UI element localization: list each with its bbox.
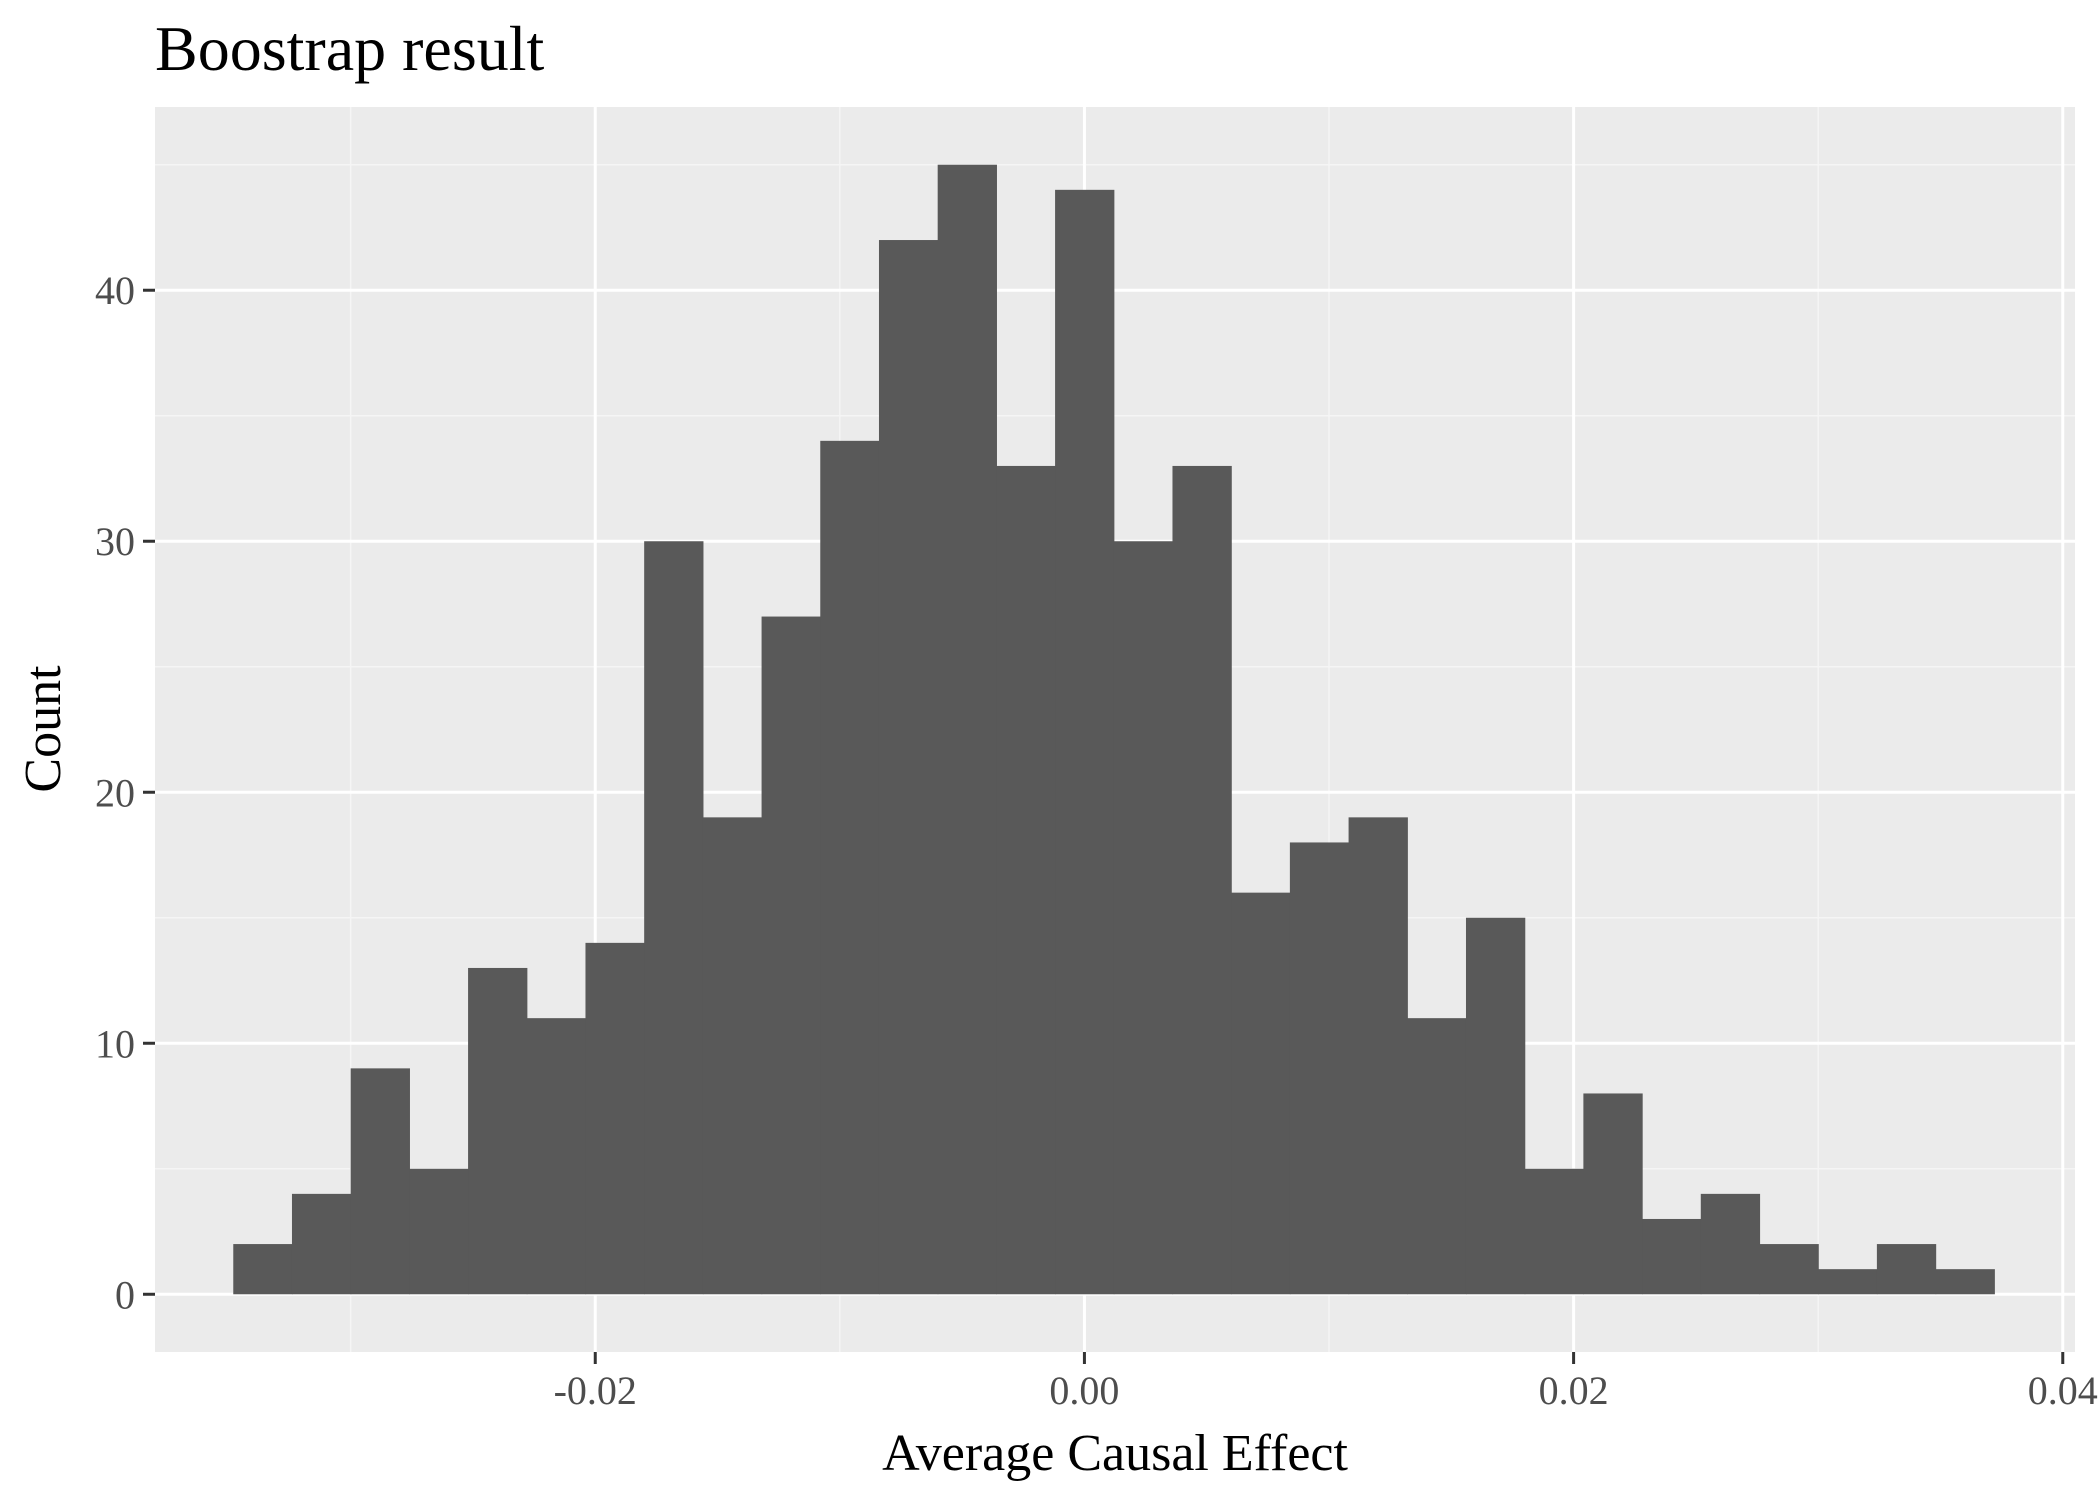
- histogram-bar: [644, 541, 704, 1295]
- histogram-bar: [1642, 1218, 1702, 1295]
- histogram-bar: [1818, 1269, 1878, 1295]
- histogram-bars: [233, 164, 1995, 1295]
- histogram-bar: [937, 164, 997, 1295]
- histogram-bar: [1289, 842, 1350, 1295]
- histogram-bar: [1172, 465, 1232, 1295]
- histogram-bar: [1700, 1193, 1761, 1295]
- x-tick-label: 0.00: [1049, 1368, 1119, 1413]
- x-axis: -0.02 0.00 0.02 0.04: [554, 1352, 2098, 1413]
- histogram-bar: [1348, 817, 1408, 1295]
- histogram-bar: [350, 1068, 410, 1295]
- histogram-bar: [1876, 1244, 1937, 1295]
- histogram-bar: [526, 1018, 587, 1295]
- x-tick-label: 0.02: [1539, 1368, 1609, 1413]
- chart-title: Boostrap result: [155, 13, 545, 84]
- histogram-bar: [761, 616, 821, 1295]
- histogram-bar: [1583, 1093, 1643, 1295]
- histogram-bar: [1055, 189, 1115, 1295]
- x-tick-label: -0.02: [554, 1368, 637, 1413]
- histogram-bar: [702, 817, 763, 1295]
- histogram-bar: [1524, 1168, 1584, 1295]
- y-axis-title: Count: [15, 665, 72, 793]
- y-axis: 0 10 20 30 40: [95, 268, 155, 1317]
- x-tick-label: 0.04: [2028, 1368, 2098, 1413]
- histogram-bar: [409, 1168, 469, 1295]
- histogram-bar: [468, 967, 528, 1295]
- histogram-bar: [233, 1244, 293, 1295]
- y-tick-label: 20: [95, 770, 135, 815]
- y-tick-label: 30: [95, 519, 135, 564]
- y-tick-label: 40: [95, 268, 135, 313]
- histogram-bar: [1407, 1018, 1467, 1295]
- histogram-bar: [1759, 1244, 1819, 1295]
- y-tick-label: 10: [95, 1021, 135, 1066]
- histogram-bar: [878, 240, 939, 1295]
- histogram-bar: [1465, 917, 1526, 1295]
- x-axis-title: Average Causal Effect: [882, 1425, 1348, 1482]
- histogram-bar: [1113, 541, 1174, 1295]
- histogram-bar: [1935, 1269, 1995, 1295]
- histogram-bar: [1231, 892, 1291, 1295]
- histogram-bar: [585, 942, 645, 1295]
- histogram-bar: [820, 440, 880, 1295]
- y-tick-label: 0: [115, 1272, 135, 1317]
- histogram-bar: [996, 465, 1056, 1295]
- histogram-bar: [291, 1193, 352, 1295]
